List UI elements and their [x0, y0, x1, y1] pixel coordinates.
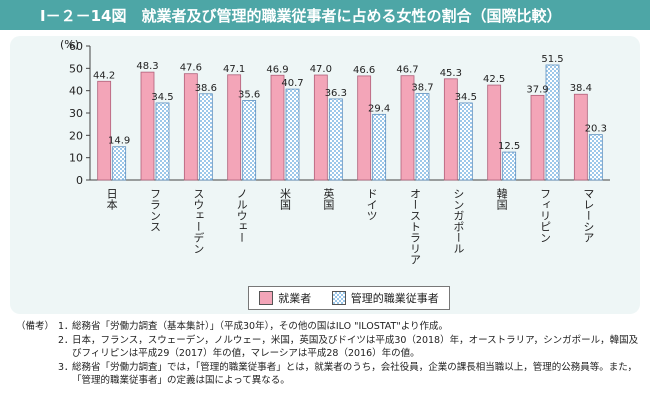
value-label-managers: 29.4: [368, 103, 390, 114]
bar-managers: [415, 93, 430, 181]
value-label-employed: 47.1: [223, 64, 245, 75]
note-row: 3． 総務省「労働力調査」では，「管理的職業従事者」とは，就業者のうち，会社役員…: [16, 361, 640, 388]
value-label-managers: 36.3: [325, 88, 347, 99]
figure-title-bar: Ⅰ－２－14図 就業者及び管理的職業従事者に占める女性の割合（国際比較）: [0, 0, 650, 30]
bar-employed: [530, 94, 545, 181]
bar-managers: [458, 102, 473, 181]
bar-managers: [285, 88, 300, 181]
category-label: スウェーデン: [192, 188, 205, 254]
bar-employed: [183, 73, 198, 181]
note-number: 3．: [58, 361, 74, 373]
y-axis-unit-label: (%): [60, 38, 79, 51]
note-text: 総務省「労働力調査（基本集計）」（平成30年），その他の国はILO "ILOST…: [72, 321, 449, 332]
category-label: 日本: [105, 188, 118, 211]
y-tick-label: 10: [69, 152, 83, 165]
y-tick-label: 40: [69, 85, 83, 98]
note-number: 2．: [58, 334, 74, 346]
legend-label-managers: 管理的職業従事者: [350, 292, 439, 305]
bar-managers: [242, 100, 257, 181]
value-label-managers: 34.5: [455, 92, 477, 103]
bar-employed: [313, 74, 328, 181]
note-text: 日本，フランス，スウェーデン，ノルウェー，米国，英国及びドイツは平成30（201…: [72, 334, 639, 360]
category-label: マレーシア: [582, 188, 595, 243]
note-text: 総務省「労働力調査」では，「管理的職業従事者」とは，就業者のうち，会社役員，企業…: [72, 361, 638, 387]
notes-section: （備考） 1． 総務省「労働力調査（基本集計）」（平成30年），その他の国はIL…: [16, 320, 640, 388]
category-label: 英国: [322, 187, 335, 211]
bar-managers: [155, 102, 170, 181]
value-label-employed: 42.5: [483, 74, 505, 85]
y-tick-label: 60: [69, 40, 83, 53]
category-label: シンガポール: [452, 188, 465, 254]
value-label-managers: 38.6: [195, 83, 217, 94]
value-label-managers: 51.5: [541, 54, 563, 65]
bar-managers: [372, 113, 387, 181]
y-tick-label: 20: [69, 129, 83, 142]
value-label-managers: 12.5: [498, 141, 520, 152]
value-label-managers: 20.3: [585, 124, 607, 135]
category-label: フランス: [149, 188, 162, 232]
note-row: 2． 日本，フランス，スウェーデン，ノルウェー，米国，英国及びドイツは平成30（…: [16, 334, 640, 361]
chart-legend: 就業者 管理的職業従事者: [248, 286, 450, 310]
value-label-employed: 47.6: [180, 63, 202, 74]
value-label-employed: 37.9: [526, 84, 548, 95]
value-label-employed: 38.4: [570, 83, 592, 94]
value-label-managers: 35.6: [238, 89, 260, 100]
bar-employed: [140, 71, 155, 181]
bar-managers: [198, 93, 213, 181]
legend-swatch-pink: [259, 291, 274, 305]
y-tick-label: 50: [69, 62, 83, 75]
y-tick-label: 0: [76, 174, 83, 187]
bar-employed: [97, 80, 112, 181]
bar-managers: [588, 134, 603, 181]
category-label: ノルウェー: [235, 188, 248, 243]
legend-label-employed: 就業者: [278, 292, 312, 305]
y-axis: 0 10 20 30 40 50 60: [69, 40, 610, 187]
value-labels: 44.2 14.9 48.3 34.5 47.6 38.6 47.1 35.6 46.9 40.7…: [93, 54, 607, 152]
legend-item-employed: 就業者: [259, 290, 311, 306]
bar-chart: (%) 0 10 20 30 40 50 60 44.2 14.9 48.3 34.5 47.6 38…: [60, 38, 610, 265]
note-row: （備考） 1． 総務省「労働力調査（基本集計）」（平成30年），その他の国はIL…: [16, 320, 640, 334]
value-label-managers: 34.5: [151, 92, 173, 103]
value-label-employed: 47.0: [310, 64, 332, 75]
category-label: ドイツ: [365, 188, 378, 221]
bar-employed: [487, 84, 502, 181]
legend-swatch-checkered: [331, 291, 346, 305]
value-label-employed: 45.3: [440, 68, 462, 79]
legend-item-managers: 管理的職業従事者: [331, 290, 439, 306]
value-label-managers: 40.7: [281, 78, 303, 89]
figure-title: Ⅰ－２－14図 就業者及び管理的職業従事者に占める女性の割合（国際比較）: [40, 7, 562, 25]
value-label-employed: 44.2: [93, 70, 115, 81]
bar-managers: [502, 151, 517, 181]
value-label-managers: 14.9: [108, 136, 130, 147]
bar-employed: [400, 75, 415, 181]
category-label: 韓国: [495, 188, 508, 211]
category-labels: 日本 フランス スウェーデン ノルウェー 米国 英国 ドイツ オーストラリア シンガポール 韓国 フ…: [105, 187, 595, 265]
value-label-employed: 48.3: [136, 61, 158, 72]
bar-series: [97, 64, 603, 181]
y-tick-label: 30: [69, 107, 83, 120]
category-label: オーストラリア: [409, 188, 422, 265]
value-label-managers: 38.7: [411, 83, 433, 94]
bar-employed: [227, 74, 242, 181]
bar-employed: [270, 74, 285, 181]
value-label-employed: 46.6: [353, 65, 375, 76]
bar-employed: [443, 78, 458, 181]
bar-employed: [357, 75, 372, 181]
bar-managers: [112, 146, 127, 181]
category-label: フィリピン: [539, 188, 552, 243]
category-label: 米国: [279, 188, 292, 211]
value-label-employed: 46.7: [396, 65, 418, 76]
bar-managers: [545, 64, 560, 181]
notes-lead: （備考）: [16, 321, 55, 332]
bar-managers: [328, 98, 343, 181]
bar-employed: [573, 93, 588, 181]
value-label-employed: 46.9: [266, 64, 288, 75]
note-number: 1．: [58, 321, 74, 332]
